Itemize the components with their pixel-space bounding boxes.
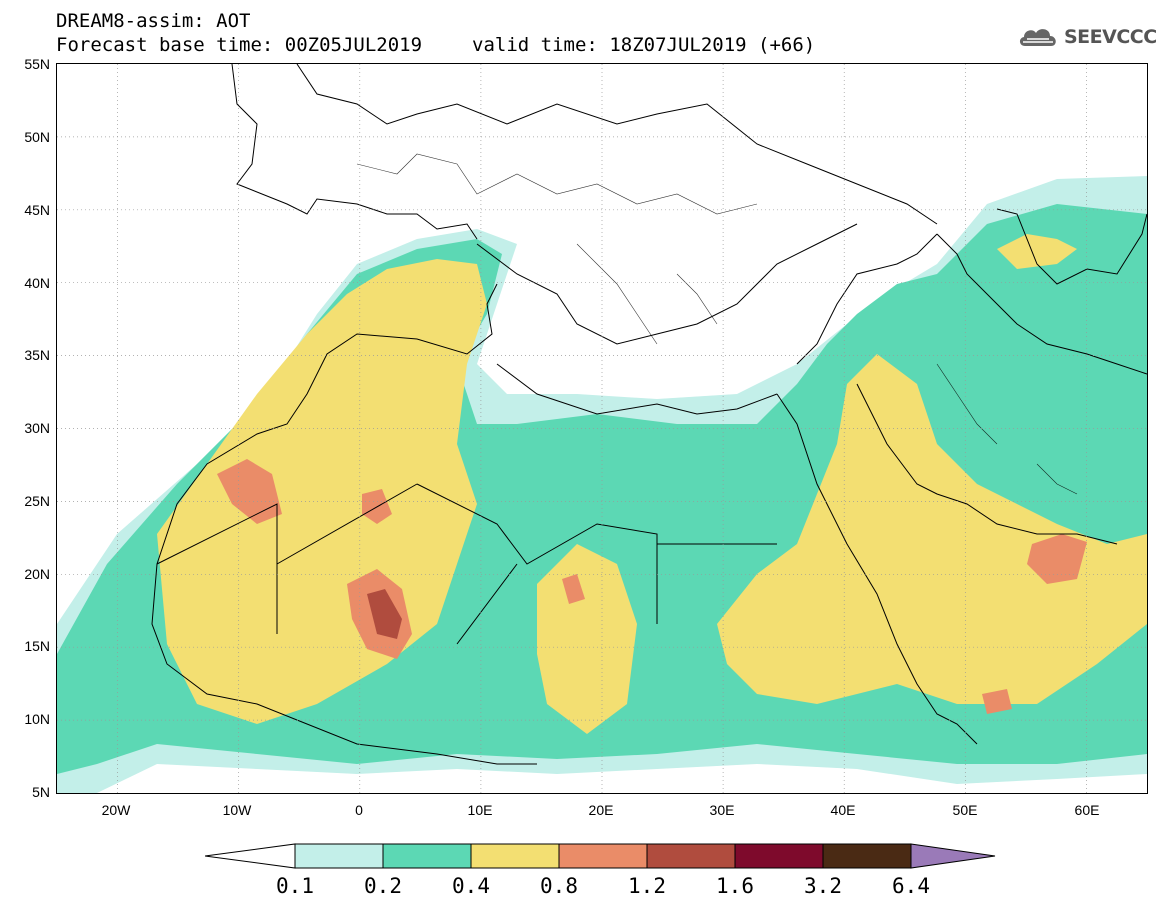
- colorbar-swatch: [470, 843, 560, 869]
- lon-label: 20E: [588, 802, 614, 818]
- lat-label: 15N: [24, 638, 50, 654]
- lat-label: 10N: [24, 711, 50, 727]
- graticule: [57, 64, 1147, 793]
- colorbar-label: 0.2: [364, 874, 402, 898]
- colorbar-swatch: [558, 843, 648, 869]
- aot-band-1.2: [367, 589, 402, 639]
- colorbar-over-arrow: [910, 843, 996, 869]
- colorbar: [205, 843, 996, 869]
- lat-label: 40N: [24, 275, 50, 291]
- aot-band-0.8: [982, 689, 1012, 714]
- aot-band-0.8: [217, 459, 282, 524]
- seevccc-logo: SEEVCCC: [1017, 24, 1157, 50]
- map-subtitle: Forecast base time: 00Z05JUL2019 valid ti…: [56, 35, 815, 55]
- base-time: Forecast base time: 00Z05JUL2019: [56, 34, 423, 56]
- lat-label: 20N: [24, 566, 50, 582]
- colorbar-label: 6.4: [892, 874, 930, 898]
- valid-time: valid time: 18Z07JUL2019 (+66): [472, 34, 816, 56]
- colorbar-label: 0.8: [540, 874, 578, 898]
- colorbar-label: 0.1: [276, 874, 314, 898]
- lon-label: 60E: [1074, 802, 1100, 818]
- cloud-icon: [1019, 29, 1056, 46]
- aot-band-0.8: [1027, 534, 1087, 584]
- lat-label: 25N: [24, 493, 50, 509]
- colorbar-label: 1.2: [628, 874, 666, 898]
- colorbar-swatch: [294, 843, 384, 869]
- lon-label: 10E: [467, 802, 493, 818]
- colorbar-under-arrow: [205, 843, 296, 869]
- lon-label: 20W: [101, 802, 131, 818]
- aot-band-0.4: [537, 544, 637, 734]
- lat-label: 30N: [24, 420, 50, 436]
- colorbar-swatch: [734, 843, 824, 869]
- colorbar-label: 3.2: [804, 874, 842, 898]
- colorbar-swatch: [822, 843, 912, 869]
- lat-label: 45N: [24, 202, 50, 218]
- lat-label: 55N: [24, 56, 50, 72]
- aot-map: [57, 64, 1147, 793]
- colorbar-swatch: [382, 843, 472, 869]
- lat-label: 35N: [24, 347, 50, 363]
- lon-label: 40E: [830, 802, 856, 818]
- colorbar-label: 0.4: [452, 874, 490, 898]
- logo-text: SEEVCCC: [1064, 26, 1157, 48]
- map-area[interactable]: [56, 63, 1148, 794]
- aot-band-0.4: [997, 234, 1077, 269]
- lon-label: 0: [355, 802, 363, 818]
- lat-label: 5N: [32, 784, 50, 800]
- colorbar-label: 1.6: [716, 874, 754, 898]
- lon-label: 30E: [709, 802, 735, 818]
- lon-label: 50E: [952, 802, 978, 818]
- aot-band-0.8: [562, 574, 585, 604]
- colorbar-swatch: [646, 843, 736, 869]
- map-title: DREAM8-assim: AOT: [56, 10, 251, 32]
- lat-label: 50N: [24, 129, 50, 145]
- lon-label: 10W: [222, 802, 252, 818]
- aot-band-0.4: [717, 354, 1147, 704]
